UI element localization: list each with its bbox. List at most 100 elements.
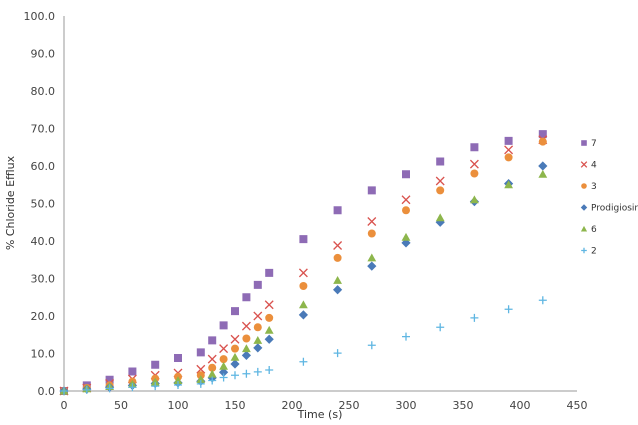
data-point — [242, 293, 251, 302]
x-tick-label: 300 — [396, 399, 417, 412]
data-point — [470, 169, 479, 178]
data-point — [333, 285, 343, 295]
data-point — [242, 334, 251, 343]
y-tick-label: 50.0 — [31, 198, 56, 211]
data-point — [230, 334, 240, 344]
data-point — [174, 381, 182, 389]
data-point — [504, 145, 514, 155]
data-point — [242, 369, 251, 378]
data-point — [219, 373, 228, 382]
y-tick-label: 90.0 — [31, 48, 56, 61]
data-point — [207, 354, 217, 364]
data-point — [219, 367, 229, 377]
data-point — [208, 363, 217, 372]
data-point — [253, 311, 263, 321]
data-point — [265, 268, 274, 277]
legend-marker — [580, 161, 588, 168]
y-tick-label: 80.0 — [31, 85, 56, 98]
y-tick-labels: 0.0 10.0 20.0 30.0 40.0 50.0 60.0 70.0 80.0 90.0 1… — [24, 10, 56, 398]
x-tick-label: 450 — [567, 399, 588, 412]
y-tick-label: 40.0 — [31, 235, 56, 248]
data-point — [241, 350, 251, 360]
series-2 — [60, 296, 547, 395]
data-point — [242, 344, 251, 353]
data-point — [402, 170, 410, 179]
legend-marker — [580, 204, 588, 211]
data-point — [208, 336, 217, 345]
data-point — [196, 374, 206, 383]
series-3 — [60, 137, 547, 395]
data-point — [265, 366, 274, 374]
data-point — [253, 335, 263, 344]
data-point — [299, 300, 308, 309]
data-point — [435, 176, 445, 186]
data-point — [333, 349, 342, 358]
data-point — [208, 376, 217, 385]
data-point — [150, 377, 160, 386]
x-tick-label: 400 — [510, 399, 531, 412]
data-point — [504, 180, 513, 189]
data-point — [219, 321, 228, 330]
data-point — [401, 195, 411, 205]
data-point — [231, 371, 239, 380]
data-point — [367, 253, 377, 262]
x-tick-labels: 0 50 100 150 200 250 300 350 400 450 — [61, 399, 588, 412]
legend-label: 3 — [591, 182, 597, 192]
data-point — [470, 195, 479, 204]
data-point — [367, 217, 377, 226]
data-point — [299, 235, 308, 244]
data-point — [253, 323, 262, 332]
x-tick-label: 0 — [61, 399, 68, 412]
data-point — [367, 229, 376, 238]
data-series — [59, 130, 548, 396]
data-point — [470, 313, 479, 322]
data-point — [402, 332, 410, 341]
legend-label: 7 — [591, 139, 597, 149]
data-point — [151, 360, 160, 369]
y-tick-label: 60.0 — [31, 160, 56, 173]
data-point — [60, 387, 68, 395]
data-point — [196, 348, 205, 357]
x-axis-title: Time (s) — [297, 408, 343, 421]
data-point — [436, 186, 445, 195]
legend-marker — [581, 140, 587, 146]
data-point — [367, 186, 376, 195]
legend-label: 4 — [591, 161, 597, 171]
x-tick-label: 100 — [168, 399, 189, 412]
data-point — [469, 159, 479, 169]
data-point — [196, 379, 205, 388]
data-point — [264, 325, 274, 334]
data-point — [333, 275, 342, 284]
data-point — [253, 343, 263, 353]
data-point — [253, 280, 262, 289]
data-point — [298, 268, 308, 278]
data-point — [298, 310, 308, 320]
data-point — [174, 354, 182, 362]
data-point — [538, 130, 547, 139]
data-point — [436, 157, 445, 166]
x-tick-label: 350 — [453, 399, 474, 412]
legend: 7 4 3 Prodigiosin 8 6 2 — [580, 139, 638, 257]
data-point — [219, 344, 229, 354]
data-point — [264, 334, 274, 344]
data-point — [219, 361, 228, 370]
data-point — [253, 367, 262, 376]
y-tick-label: 10.0 — [31, 348, 56, 361]
data-point — [402, 206, 410, 215]
x-tick-label: 250 — [339, 399, 360, 412]
data-point — [538, 296, 547, 305]
data-point — [231, 344, 239, 353]
x-tick-label: 150 — [225, 399, 246, 412]
data-point — [265, 313, 274, 322]
data-point — [231, 307, 239, 316]
series-6 — [59, 169, 548, 395]
data-point — [538, 169, 548, 178]
data-point — [504, 136, 513, 145]
data-point — [219, 355, 228, 364]
y-tick-label: 30.0 — [31, 273, 56, 286]
data-point — [299, 357, 308, 366]
data-point — [241, 321, 251, 331]
legend-marker — [580, 225, 588, 232]
x-tick-label: 200 — [282, 399, 303, 412]
